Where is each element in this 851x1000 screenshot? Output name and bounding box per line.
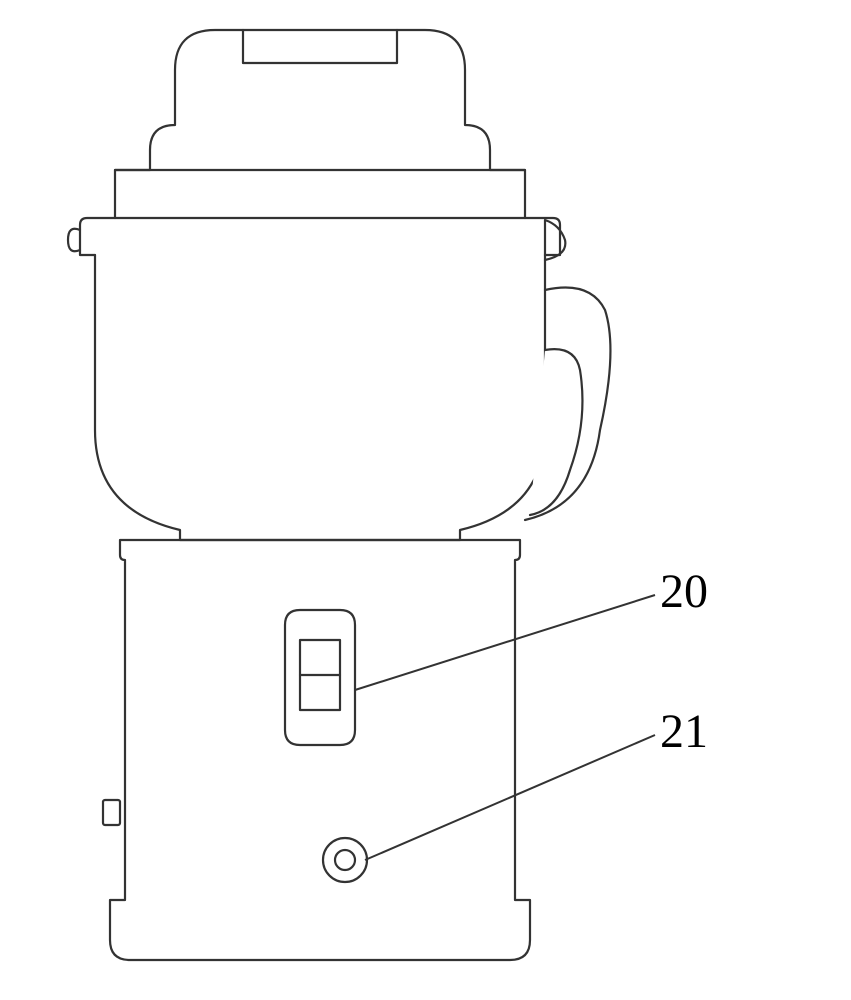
leader-lines [355, 595, 655, 860]
leader-20 [355, 595, 655, 690]
label-21: 21 [660, 704, 708, 759]
appliance-outline [68, 30, 610, 960]
part-21-outlet [323, 838, 367, 882]
label-20: 20 [660, 564, 708, 619]
technical-diagram [0, 0, 851, 1000]
leader-21 [365, 735, 655, 860]
part-20-switch [285, 610, 355, 745]
